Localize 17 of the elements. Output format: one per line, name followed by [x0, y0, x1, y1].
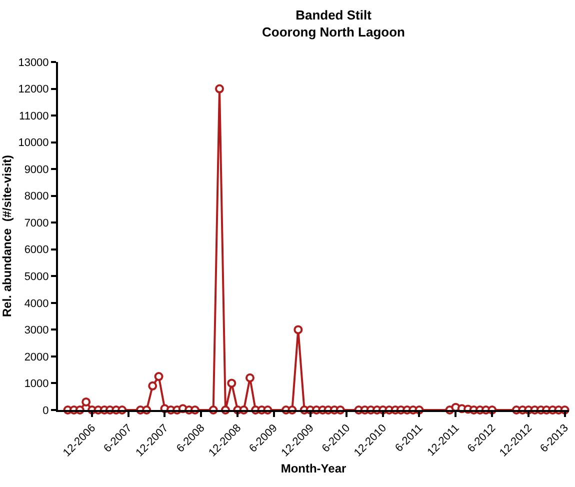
y-tick-label: 11000	[19, 110, 49, 122]
y-tick-label: 3000	[24, 324, 49, 337]
y-tick-label: 10000	[18, 137, 49, 150]
x-axis-title: Month-Year	[280, 462, 346, 476]
y-tick-label: 6000	[24, 244, 49, 256]
y-tick-label: 2000	[24, 351, 49, 364]
y-tick-label: 7000	[24, 217, 49, 230]
y-tick-label: 12000	[18, 84, 49, 96]
y-tick-label: 9000	[24, 164, 49, 176]
y-tick-label: 5000	[24, 271, 49, 283]
y-tick-label: 13000	[18, 56, 49, 69]
y-tick-label: 1000	[24, 378, 49, 390]
chart-title: Banded Stilt Coorong North Lagoon	[262, 7, 406, 40]
y-tick-label: 8000	[24, 190, 49, 203]
y-tick-label: 4000	[24, 298, 49, 310]
y-tick-label: 0	[42, 404, 49, 417]
y-axis-title: Rel. abundance (#/site-visit)	[0, 154, 14, 318]
